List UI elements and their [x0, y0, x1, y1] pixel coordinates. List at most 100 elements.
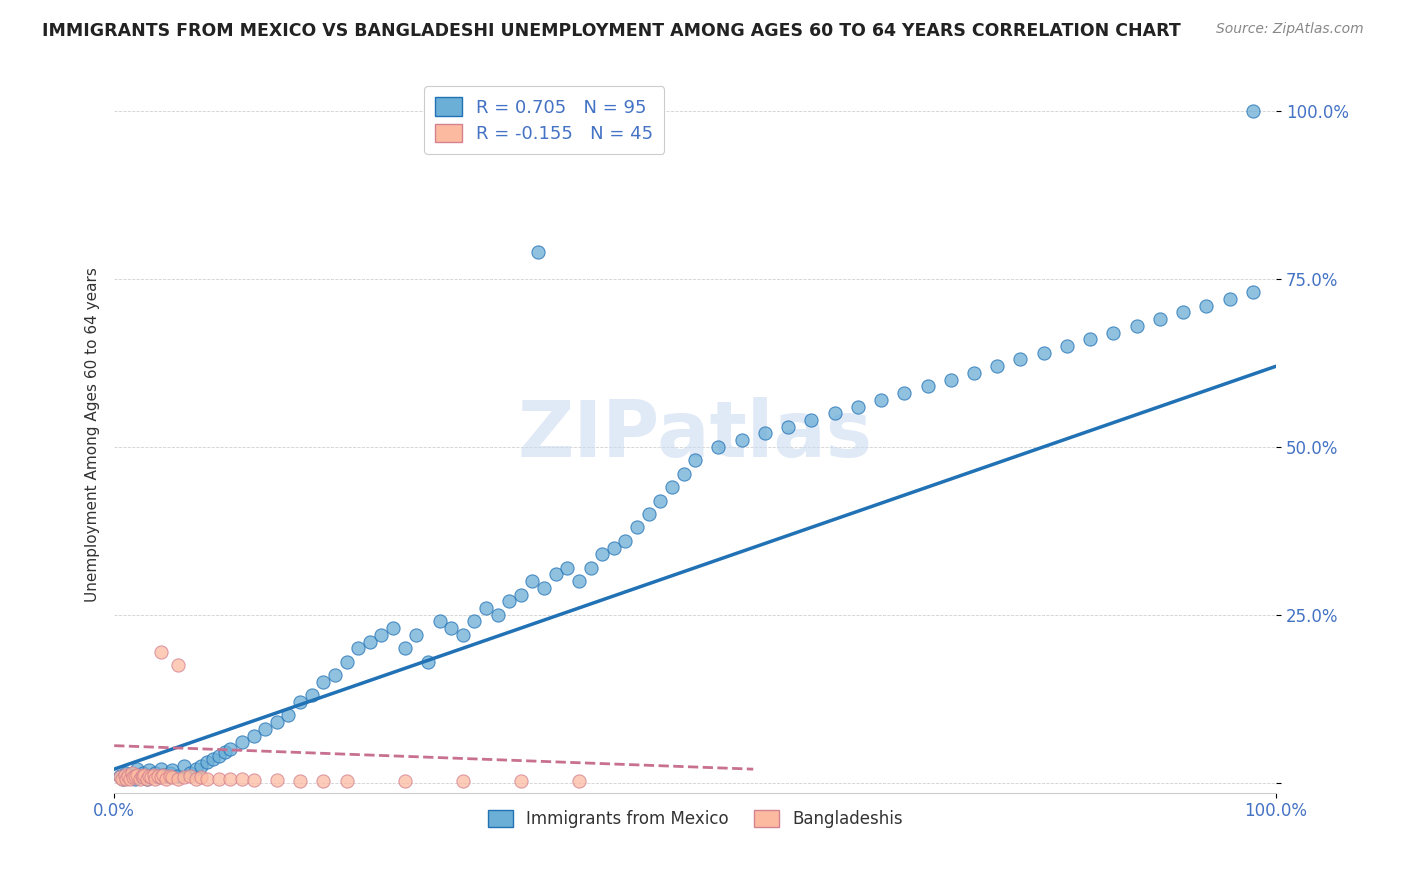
Point	[683, 453, 706, 467]
Point	[1219, 292, 1241, 306]
Point	[266, 715, 288, 730]
Point	[824, 406, 846, 420]
Point	[179, 765, 201, 780]
Point	[778, 419, 800, 434]
Point	[184, 762, 207, 776]
Point	[141, 770, 163, 784]
Point	[132, 765, 155, 780]
Point	[131, 769, 153, 783]
Point	[405, 628, 427, 642]
Point	[117, 770, 139, 784]
Point	[1171, 305, 1194, 319]
Point	[114, 765, 136, 780]
Point	[893, 386, 915, 401]
Point	[132, 770, 155, 784]
Point	[288, 695, 311, 709]
Point	[382, 621, 405, 635]
Point	[208, 748, 231, 763]
Point	[117, 769, 139, 783]
Point	[301, 688, 323, 702]
Point	[963, 366, 986, 380]
Point	[266, 772, 288, 787]
Point	[254, 722, 277, 736]
Point	[707, 440, 730, 454]
Point	[486, 607, 509, 622]
Point	[347, 641, 370, 656]
Point	[148, 770, 170, 784]
Point	[509, 774, 531, 789]
Point	[603, 541, 626, 555]
Point	[754, 426, 776, 441]
Point	[167, 658, 190, 673]
Point	[242, 729, 264, 743]
Point	[138, 764, 160, 778]
Point	[120, 772, 142, 787]
Point	[167, 772, 190, 786]
Point	[190, 770, 212, 784]
Point	[416, 655, 439, 669]
Point	[184, 772, 207, 786]
Y-axis label: Unemployment Among Ages 60 to 64 years: Unemployment Among Ages 60 to 64 years	[86, 268, 100, 602]
Point	[323, 668, 346, 682]
Point	[335, 773, 357, 788]
Point	[475, 601, 498, 615]
Point	[138, 769, 160, 783]
Text: ZIPatlas: ZIPatlas	[517, 397, 873, 473]
Point	[533, 581, 555, 595]
Point	[219, 772, 242, 786]
Point	[190, 759, 212, 773]
Point	[1032, 345, 1054, 359]
Point	[134, 767, 156, 781]
Point	[141, 769, 163, 783]
Point	[121, 765, 143, 780]
Point	[394, 773, 416, 788]
Point	[1241, 103, 1264, 118]
Point	[917, 379, 939, 393]
Text: Source: ZipAtlas.com: Source: ZipAtlas.com	[1216, 22, 1364, 37]
Point	[111, 772, 134, 787]
Point	[114, 767, 136, 781]
Point	[312, 773, 335, 788]
Point	[149, 770, 172, 784]
Point	[231, 772, 253, 787]
Point	[124, 769, 146, 783]
Point	[143, 765, 166, 780]
Point	[394, 641, 416, 656]
Point	[124, 772, 146, 786]
Point	[463, 615, 485, 629]
Point	[730, 433, 752, 447]
Point	[986, 359, 1008, 374]
Point	[939, 373, 962, 387]
Point	[121, 767, 143, 781]
Point	[451, 773, 474, 788]
Point	[149, 762, 172, 776]
Point	[167, 769, 190, 783]
Point	[650, 493, 672, 508]
Point	[568, 574, 591, 588]
Point	[591, 547, 613, 561]
Point	[162, 764, 184, 778]
Point	[1195, 299, 1218, 313]
Point	[112, 772, 135, 787]
Point	[1078, 332, 1101, 346]
Point	[142, 767, 165, 781]
Point	[201, 752, 224, 766]
Point	[127, 767, 149, 781]
Point	[1149, 312, 1171, 326]
Point	[149, 645, 172, 659]
Point	[127, 762, 149, 776]
Point	[544, 567, 567, 582]
Legend: Immigrants from Mexico, Bangladeshis: Immigrants from Mexico, Bangladeshis	[481, 803, 910, 834]
Point	[800, 413, 823, 427]
Point	[159, 769, 181, 783]
Point	[661, 480, 683, 494]
Point	[335, 655, 357, 669]
Point	[429, 615, 451, 629]
Point	[108, 769, 131, 783]
Point	[846, 400, 869, 414]
Point	[208, 772, 231, 787]
Point	[509, 588, 531, 602]
Point	[288, 773, 311, 788]
Point	[451, 628, 474, 642]
Point	[155, 772, 177, 786]
